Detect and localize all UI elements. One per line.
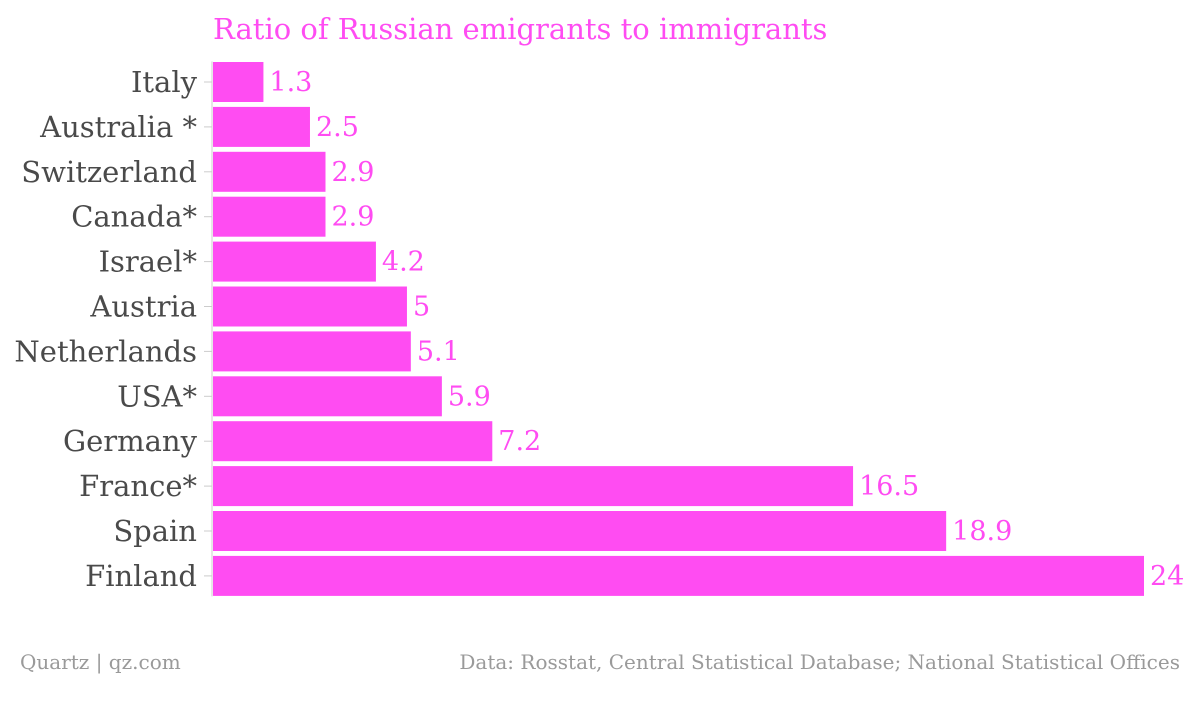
bar-canada bbox=[213, 196, 326, 237]
value-label: 16.5 bbox=[859, 471, 919, 502]
category-label: Austria bbox=[89, 290, 197, 324]
bar-finland bbox=[213, 555, 1144, 596]
value-label: 2.5 bbox=[316, 112, 359, 143]
bar-italy bbox=[213, 62, 264, 102]
value-label: 2.9 bbox=[331, 202, 374, 233]
category-label: Italy bbox=[131, 65, 198, 99]
bar-netherlands bbox=[213, 331, 411, 372]
category-label: Australia * bbox=[39, 110, 197, 144]
bar-spain bbox=[213, 511, 947, 551]
value-label: 5.9 bbox=[448, 381, 491, 412]
category-label: France* bbox=[79, 469, 197, 503]
bars-group bbox=[213, 62, 1144, 596]
category-label: Canada* bbox=[71, 200, 197, 234]
bar-austria bbox=[213, 286, 407, 327]
bar-israel bbox=[213, 241, 376, 282]
category-label: Finland bbox=[85, 559, 197, 593]
category-label: Switzerland bbox=[21, 155, 197, 189]
bar-usa bbox=[213, 376, 442, 417]
credit-text: Quartz | qz.com bbox=[20, 650, 181, 674]
category-label: Spain bbox=[113, 514, 197, 548]
value-label: 5 bbox=[413, 292, 430, 323]
bar-germany bbox=[213, 421, 493, 462]
category-axis bbox=[204, 61, 213, 597]
bar-switzerland bbox=[213, 151, 326, 192]
value-label: 7.2 bbox=[498, 426, 541, 457]
category-labels-group: Italy Australia * Switzerland Canada* Israel… bbox=[14, 65, 197, 593]
data-source-text: Data: Rosstat, Central Statistical Datab… bbox=[459, 650, 1180, 674]
value-labels-group: 1.32.5 2.9 2.9 4.2 5 5.1 5.97.2 16.5 18.9 24 bbox=[269, 67, 1184, 592]
bar-australia bbox=[213, 106, 310, 147]
value-label: 4.2 bbox=[382, 247, 425, 278]
value-label: 2.9 bbox=[331, 157, 374, 188]
chart-title: Ratio of Russian emigrants to immigrants bbox=[213, 12, 828, 46]
value-label: 1.3 bbox=[269, 67, 312, 98]
category-label: Netherlands bbox=[14, 334, 197, 368]
category-label: Israel* bbox=[99, 245, 198, 279]
value-label: 5.1 bbox=[417, 336, 460, 367]
bar-france bbox=[213, 466, 854, 507]
value-label: 18.9 bbox=[952, 516, 1012, 547]
value-label: 24 bbox=[1150, 561, 1184, 592]
category-label: USA* bbox=[117, 379, 197, 413]
category-label: Germany bbox=[63, 424, 198, 458]
